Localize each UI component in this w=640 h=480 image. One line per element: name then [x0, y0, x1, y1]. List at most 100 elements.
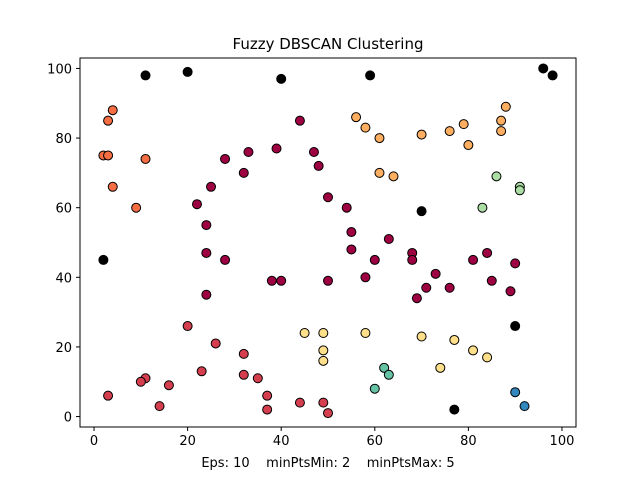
- data-point: [210, 338, 221, 349]
- data-point: [318, 355, 329, 366]
- data-point: [416, 129, 427, 140]
- data-point: [449, 334, 460, 345]
- data-point: [154, 401, 165, 412]
- y-tick-label: 20: [55, 341, 72, 356]
- data-point: [135, 376, 146, 387]
- data-point: [346, 244, 357, 255]
- data-point: [383, 234, 394, 245]
- data-point: [196, 366, 207, 377]
- data-point: [482, 352, 493, 363]
- data-point: [294, 115, 305, 126]
- cluster-series-8: [510, 387, 530, 412]
- data-point: [411, 293, 422, 304]
- data-point: [294, 397, 305, 408]
- data-point: [238, 369, 249, 380]
- data-point: [468, 254, 479, 265]
- data-point: [323, 192, 333, 203]
- data-point: [379, 362, 390, 373]
- data-point: [131, 202, 142, 213]
- data-point: [103, 390, 114, 401]
- data-point: [182, 66, 193, 77]
- data-point: [360, 272, 371, 283]
- data-point: [191, 199, 202, 210]
- data-point: [318, 328, 329, 339]
- data-point: [299, 328, 310, 339]
- data-point: [360, 328, 371, 339]
- cluster-series-3: [98, 105, 151, 213]
- data-point: [463, 140, 474, 151]
- data-point: [182, 321, 193, 332]
- x-tick-label: 0: [90, 434, 98, 449]
- x-tick-label: 100: [550, 434, 575, 449]
- x-tick-label: 60: [367, 434, 384, 449]
- x-tick-label: 20: [179, 434, 196, 449]
- data-point: [477, 202, 488, 213]
- data-point: [491, 171, 502, 182]
- cluster-series-6: [477, 171, 525, 213]
- data-point: [107, 105, 118, 116]
- cluster-series-0: [98, 63, 558, 415]
- data-point: [500, 101, 511, 112]
- x-axis: 0 20 40 60 80 100: [90, 427, 574, 449]
- data-point: [206, 181, 217, 192]
- y-axis: 0 20 40 60 80 100: [47, 62, 80, 426]
- data-point: [421, 282, 432, 293]
- data-point: [341, 202, 352, 213]
- data-point: [107, 181, 118, 192]
- data-point: [163, 380, 174, 391]
- data-point: [271, 143, 282, 154]
- data-point: [407, 254, 418, 265]
- data-point: [547, 70, 558, 81]
- data-point: [103, 150, 114, 161]
- data-point: [388, 171, 399, 182]
- data-point: [435, 362, 446, 373]
- data-point: [140, 70, 151, 81]
- chart-title: Fuzzy DBSCAN Clustering: [233, 35, 424, 53]
- cluster-series-2: [103, 321, 333, 419]
- data-point: [252, 373, 263, 384]
- cluster-series-1: [191, 115, 521, 304]
- data-point: [238, 348, 249, 359]
- data-point: [276, 73, 287, 84]
- data-point: [360, 122, 371, 133]
- data-point: [505, 286, 516, 297]
- data-point: [416, 206, 427, 217]
- data-point: [140, 153, 151, 164]
- data-point: [103, 115, 114, 126]
- data-point: [510, 258, 521, 269]
- x-tick-label: 40: [273, 434, 290, 449]
- data-point: [238, 167, 249, 178]
- plot-area: [79, 57, 577, 428]
- data-point: [449, 404, 460, 415]
- data-point: [313, 160, 324, 171]
- data-point: [266, 275, 277, 286]
- data-point: [262, 390, 273, 401]
- data-point: [369, 383, 380, 394]
- cluster-series-5: [299, 328, 493, 373]
- data-point: [369, 254, 380, 265]
- data-point: [201, 247, 212, 258]
- data-point: [482, 247, 493, 258]
- data-point: [538, 63, 549, 74]
- data-point: [201, 220, 212, 231]
- data-point: [262, 404, 273, 415]
- data-point: [201, 289, 212, 300]
- cluster-series-7: [369, 362, 394, 394]
- data-point: [308, 146, 319, 157]
- data-point: [220, 153, 231, 164]
- x-tick-label: 80: [460, 434, 477, 449]
- data-point: [374, 133, 385, 144]
- data-point: [430, 268, 441, 279]
- data-point: [323, 408, 333, 419]
- data-points: [98, 63, 558, 419]
- data-point: [444, 126, 455, 137]
- data-point: [220, 254, 231, 265]
- data-point: [365, 70, 376, 81]
- data-point: [416, 331, 427, 342]
- data-point: [496, 126, 507, 137]
- x-axis-label: Eps: 10 minPtsMin: 2 minPtsMax: 5: [201, 456, 454, 471]
- data-point: [514, 185, 525, 196]
- data-point: [323, 275, 333, 286]
- y-tick-label: 60: [55, 202, 72, 217]
- data-point: [444, 282, 455, 293]
